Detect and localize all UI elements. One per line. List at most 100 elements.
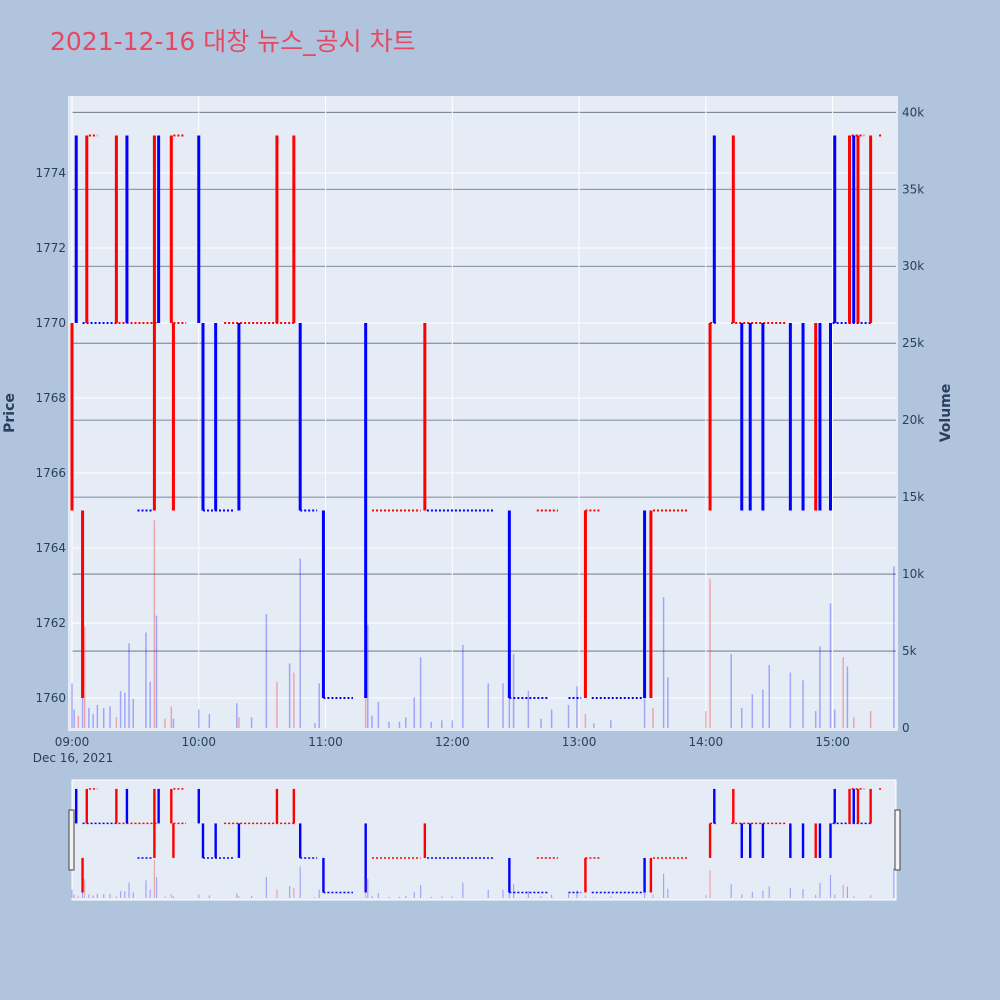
volume-gridlines (72, 111, 896, 652)
price-gridlines (71, 96, 896, 728)
range-slider-candle (364, 823, 367, 893)
price-tick-label: 1766 (35, 466, 66, 480)
price-candle (649, 510, 653, 698)
price-candle (275, 135, 279, 323)
price-candle (81, 510, 85, 698)
range-slider-candle (172, 823, 175, 858)
time-tick-label: 11:00 (308, 735, 343, 749)
range-slider-candle (423, 823, 427, 858)
price-candle (152, 135, 156, 511)
range-slider-candle (740, 823, 743, 858)
price-candle (856, 135, 860, 323)
volume-tick-label: 20k (902, 413, 924, 427)
range-slider-candle (292, 788, 296, 824)
time-tick-label: 15:00 (815, 735, 850, 749)
price-candle (583, 510, 587, 698)
price-candle (852, 135, 856, 323)
price-candle (197, 135, 201, 323)
price-candle (801, 323, 805, 511)
time-tick-label: 14:00 (689, 735, 724, 749)
range-slider-candle (801, 823, 805, 858)
y-axis-title: Price (2, 393, 18, 433)
range-slider-candle (789, 823, 792, 858)
volume-tick-label: 35k (902, 182, 924, 196)
range-slider-candle (818, 823, 822, 858)
range-slider-candle (275, 788, 279, 824)
range-slider-candle (713, 788, 716, 824)
x-date-label: Dec 16, 2021 (33, 751, 113, 765)
range-slider-volume (71, 859, 895, 898)
price-candle (869, 135, 873, 323)
range-slider-candle (833, 788, 836, 824)
volume-tick-label: 15k (902, 490, 924, 504)
price-candle (814, 323, 818, 511)
price-candle (848, 135, 852, 323)
range-slider-candle (649, 857, 653, 893)
price-candle (507, 510, 511, 698)
price-candle (298, 323, 302, 511)
range-slider-right-handle[interactable] (894, 809, 901, 871)
volume-tick-label: 25k (902, 336, 924, 350)
range-slider-candle (115, 788, 118, 824)
range-slider-candle (708, 823, 712, 858)
range-slider-candle (125, 788, 129, 824)
price-candle (237, 323, 241, 511)
volume-tick-labels: 0 5k 10k 15k 20k 25k 30k 35k 40k (902, 105, 924, 735)
price-candle (708, 323, 712, 511)
range-slider-candle (852, 788, 855, 824)
price-tick-label: 1768 (35, 391, 66, 405)
price-tick-label: 1774 (35, 166, 66, 180)
price-candle (169, 135, 173, 323)
price-candle (74, 135, 78, 323)
range-slider-candle (214, 823, 217, 858)
time-tick-label: 10:00 (181, 735, 216, 749)
price-candle (214, 323, 218, 511)
range-slider-background (71, 779, 897, 901)
range-slider-candle (749, 823, 752, 858)
price-tick-label: 1764 (35, 541, 66, 555)
range-slider-candle (829, 823, 832, 858)
range-slider-candle (153, 788, 156, 858)
range-slider-candle (170, 788, 173, 824)
price-candle (643, 510, 647, 698)
range-slider-candle (85, 788, 88, 824)
price-candle (201, 323, 205, 511)
volume-tick-label: 10k (902, 567, 924, 581)
price-tick-label: 1770 (35, 316, 66, 330)
price-candle (321, 510, 325, 698)
range-slider[interactable] (68, 779, 901, 901)
range-slider-candle (584, 857, 587, 893)
range-slider-candle (201, 823, 205, 858)
price-candle (731, 135, 735, 323)
volume-tick-label: 40k (902, 105, 924, 119)
range-slider-candle (856, 788, 860, 824)
price-candle (748, 323, 752, 511)
price-candle (761, 323, 765, 511)
volume-tick-label: 0 (902, 721, 910, 735)
range-slider-candle (508, 857, 511, 893)
price-candle (788, 323, 792, 511)
price-jump-candles (70, 135, 873, 698)
range-slider-candles (70, 788, 872, 893)
range-slider-candle (848, 788, 851, 824)
price-candle (171, 323, 175, 511)
price-candle (364, 323, 368, 698)
y2-axis-title: Volume (938, 384, 954, 443)
time-tick-labels: 09:00 10:00 11:00 12:00 13:00 14:00 15:00 (55, 735, 850, 749)
main-plot-background (68, 96, 898, 731)
range-slider-candle (643, 857, 646, 893)
range-slider-candle (732, 788, 735, 824)
range-slider-left-handle[interactable] (68, 809, 75, 871)
time-tick-label: 13:00 (562, 735, 597, 749)
price-candle (829, 323, 833, 511)
price-candle (740, 323, 744, 511)
range-slider-candle (761, 823, 765, 858)
price-candle (292, 135, 296, 323)
range-slider-candle (75, 788, 78, 824)
range-slider-candle (869, 788, 872, 824)
range-slider-candle (197, 788, 200, 824)
price-candle (423, 323, 427, 511)
price-candle (85, 135, 89, 323)
range-slider-candle (81, 857, 84, 893)
range-slider-candle (157, 788, 160, 824)
